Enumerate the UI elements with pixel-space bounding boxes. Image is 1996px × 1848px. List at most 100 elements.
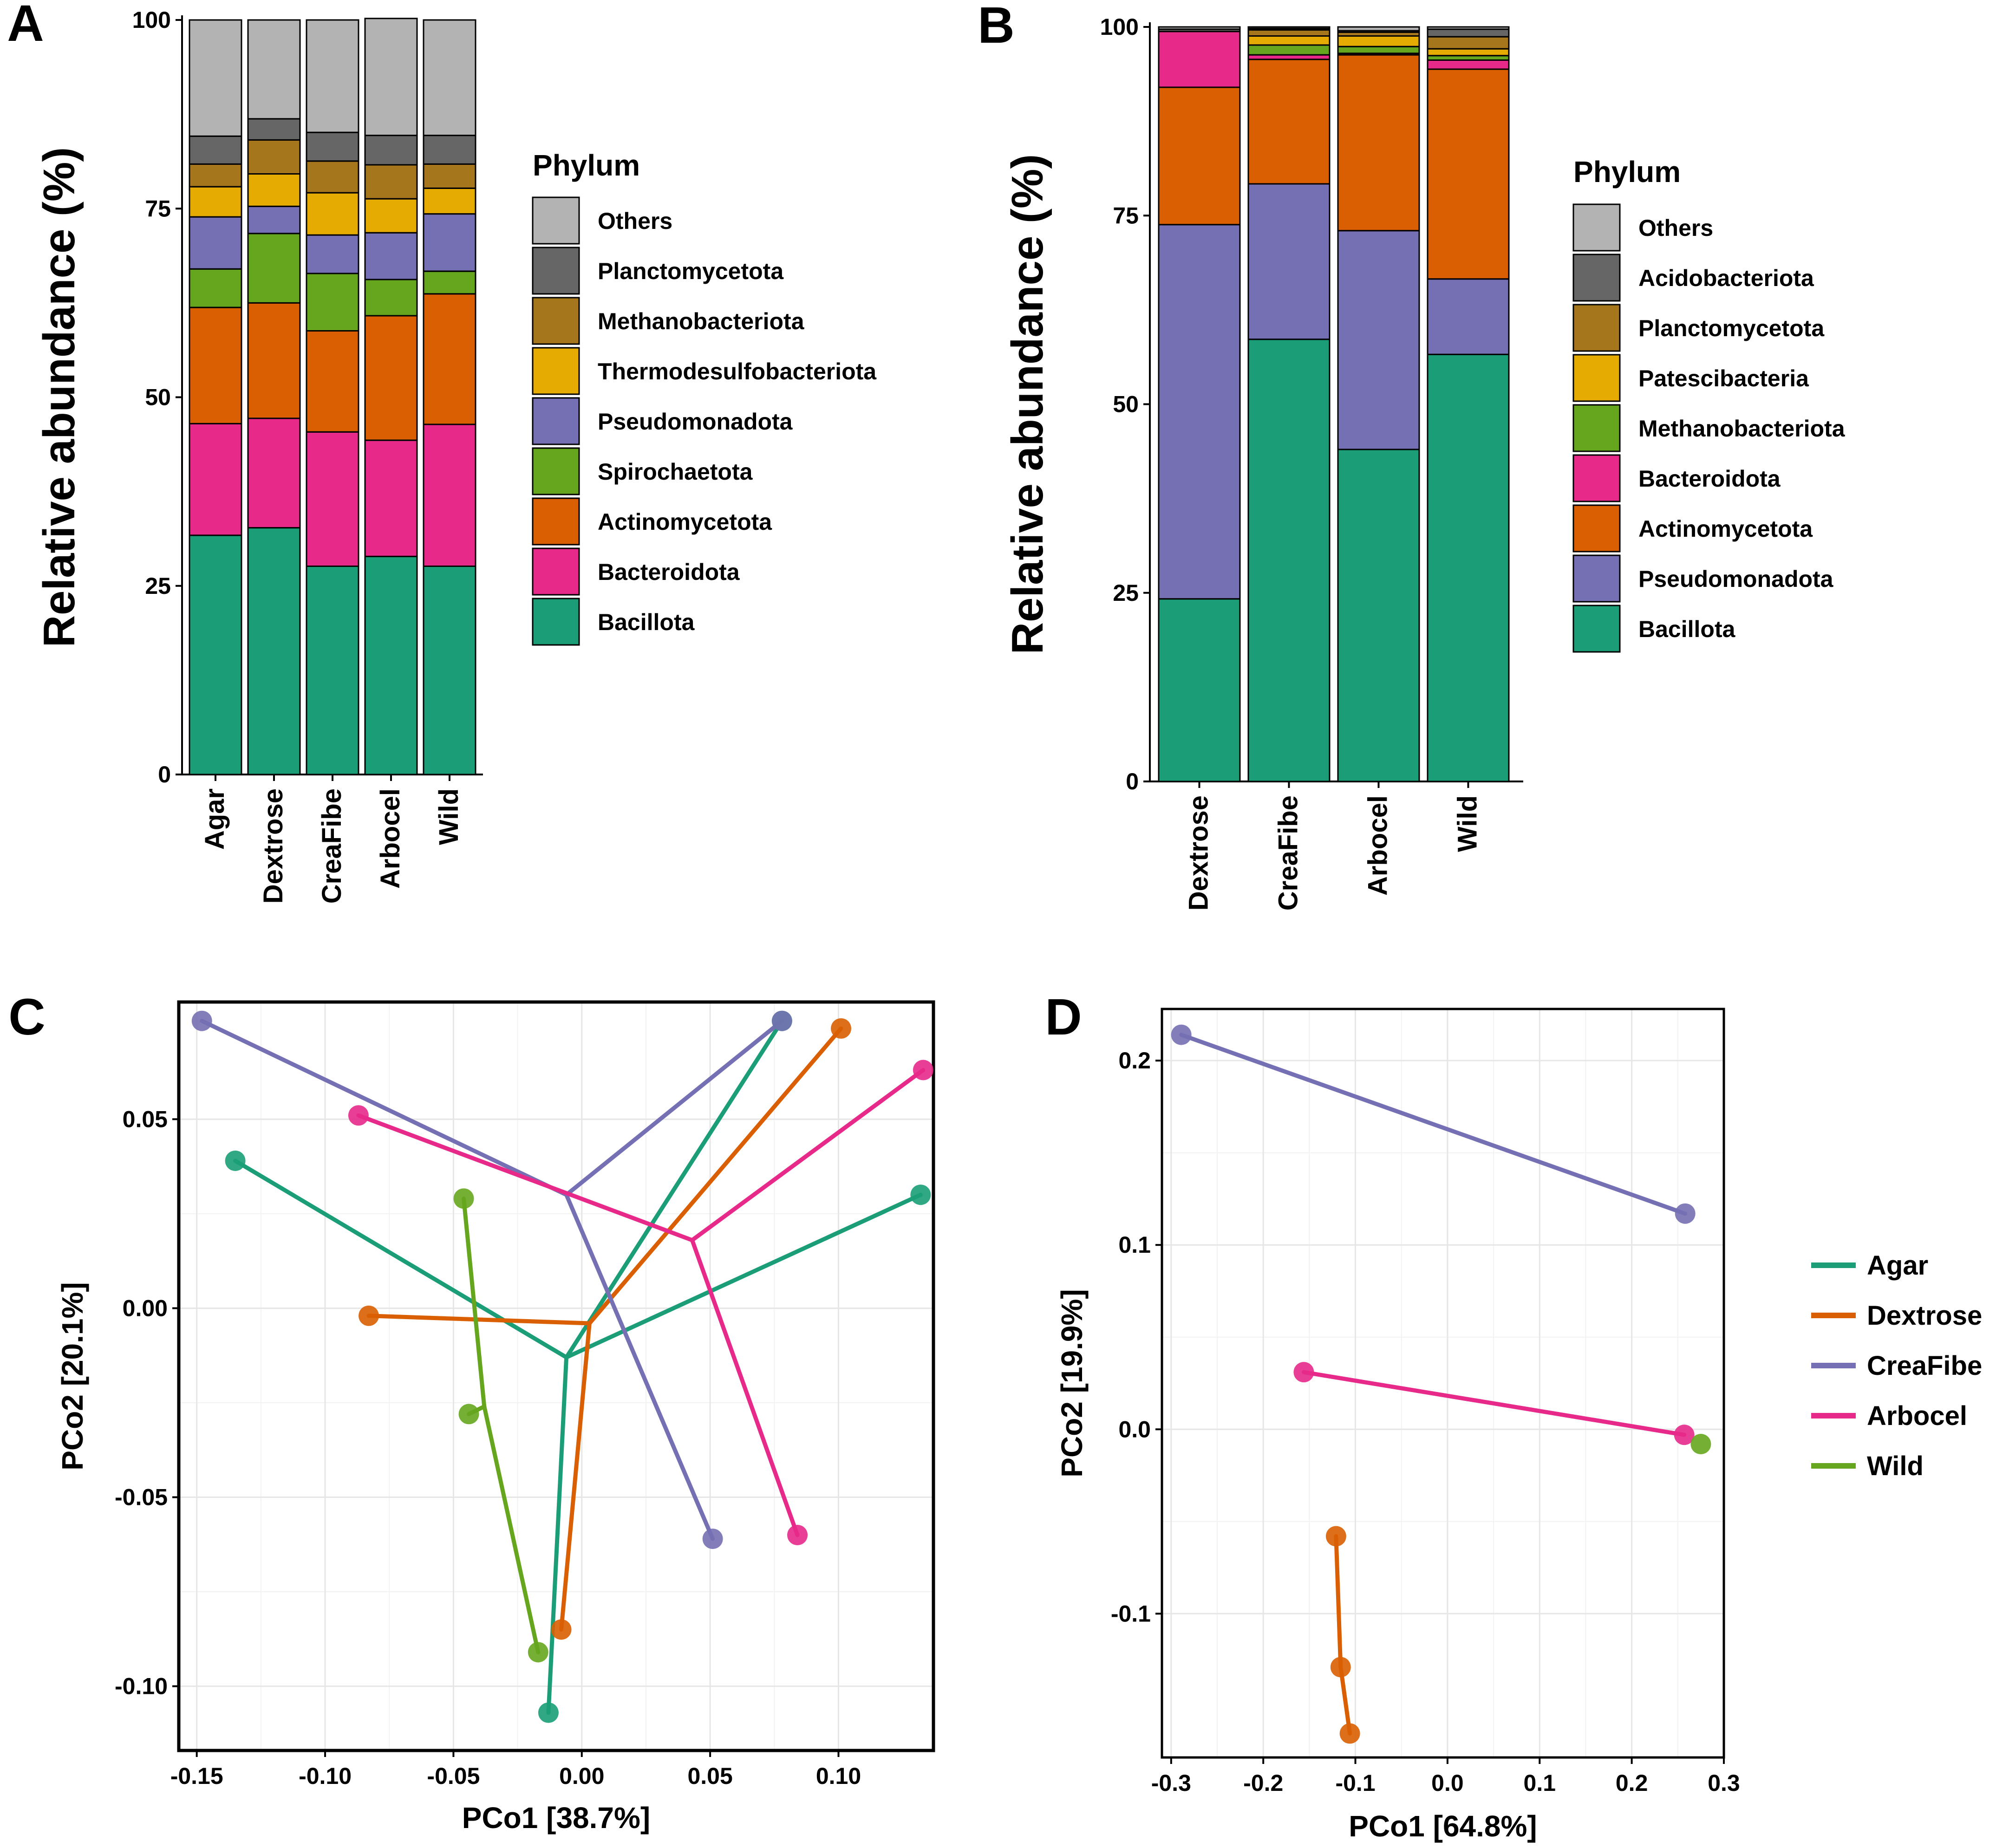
panel-label-d: D (1045, 989, 1082, 1046)
bar-segment-methanobacteriota-agar (189, 163, 242, 188)
point-agar (910, 1184, 931, 1205)
bar-segment-actinomycetota-dextrose (247, 302, 301, 419)
bar-segment-bacteroidota-dextrose (247, 417, 301, 529)
bar-segment-pseudomonadota-dextrose (247, 205, 301, 234)
bar-segment-patescibacteria-arbocel (1337, 35, 1420, 47)
legend-key-thermodesulfobacteriota (532, 347, 580, 395)
bar-segment-planctomycetota-arbocel (364, 135, 418, 166)
point-dextrose (1325, 1526, 1346, 1547)
bar-segment-methanobacteriota-arbocel (364, 164, 418, 200)
x-tick-label: 0.0 (1431, 1770, 1464, 1796)
point-arbocel (787, 1524, 808, 1545)
bar-segment-bacteroidota-arbocel (364, 439, 418, 557)
legend-label-wild: Wild (1867, 1451, 1924, 1481)
point-dextrose (1330, 1657, 1351, 1678)
panel-d: D -0.3 -0.2 -0.1 0.0 0.1 0.2 0.3 -0.1 0.0 0.1 0.2 PC… (1045, 989, 1982, 1843)
y-tick-label: -0.05 (115, 1484, 168, 1510)
x-tick-label-dextrose: Dextrose (258, 788, 288, 904)
bar-segment-planctomycetota-wild (423, 135, 476, 165)
legend-key-others (1572, 203, 1621, 252)
connector-line-arbocel (1301, 1370, 1687, 1437)
plot-frame (177, 1000, 935, 1752)
bar-segment-others-creafibe (1247, 26, 1331, 29)
y-tick-label: 0.00 (123, 1295, 168, 1321)
x-tick-label-arbocel: Arbocel (375, 788, 405, 889)
y-axis-title: PCo2 [20.1%] (56, 1282, 89, 1470)
bar-segment-bacteroidota-dextrose (1158, 31, 1241, 88)
bar-segment-planctomycetota-agar (189, 135, 242, 165)
point-wild (453, 1188, 474, 1209)
y-tick-label: 100 (132, 7, 171, 33)
point-dextrose (551, 1619, 572, 1640)
legend-label-creafibe: CreaFibe (1867, 1351, 1982, 1381)
spider-line-creafibe (564, 1019, 784, 1197)
bar-segment-pseudomonadota-arbocel (364, 232, 418, 280)
x-tick-label-arbocel: Arbocel (1363, 795, 1393, 896)
legend-key-planctomycetota (1572, 304, 1621, 352)
legend-key-methanobacteriota (532, 297, 580, 345)
bar-segment-spirochaetota-creafibe (306, 273, 359, 332)
x-tick-label-creafibe: CreaFibe (317, 788, 347, 904)
spider-line-agar (233, 1158, 569, 1360)
spider-line-wild (482, 1404, 541, 1654)
panel-b: B 0 25 50 75 100 Relative abundance (%) Dextros… (978, 0, 1845, 911)
bar-segment-pseudomonadota-dextrose (1158, 224, 1241, 600)
spider-line-creafibe (200, 1019, 569, 1197)
bar-segment-thermodesulfobacteriota-wild (423, 187, 476, 215)
legend-label-acidobacteriota: Acidobacteriota (1638, 265, 1814, 291)
bar-segment-planctomycetota-dextrose (247, 118, 301, 141)
bar-segment-planctomycetota-wild (1427, 36, 1510, 50)
legend-key-bacteroidota (532, 547, 580, 596)
spider-line-creafibe (564, 1192, 715, 1541)
legend-label-patescibacteria: Patescibacteria (1638, 365, 1809, 391)
bar-segment-acidobacteriota-wild (1427, 28, 1510, 38)
x-tick-label-creafibe: CreaFibe (1273, 795, 1304, 911)
y-tick-label: 0 (158, 761, 171, 787)
bar-segment-pseudomonadota-agar (189, 216, 242, 270)
bar-segment-methanobacteriota-creafibe (1247, 44, 1331, 56)
bar-segment-thermodesulfobacteriota-creafibe (306, 192, 359, 236)
bar-segment-bacillota-dextrose (247, 527, 301, 775)
y-axis-title: Relative abundance (%) (34, 147, 84, 648)
legend-label-dextrose: Dextrose (1867, 1301, 1982, 1331)
legend-key-acidobacteriota (1572, 254, 1621, 302)
connector-line-creafibe (1179, 1033, 1688, 1216)
bar-segment-pseudomonadota-wild (1427, 278, 1510, 355)
point-wild (458, 1404, 479, 1425)
spider-line-arbocel (356, 1113, 694, 1243)
bar-segment-actinomycetota-wild (1427, 68, 1510, 280)
legend-key-patescibacteria (1572, 354, 1621, 402)
bar-segment-methanobacteriota-wild (423, 163, 476, 189)
bar-segment-bacillota-wild (1427, 353, 1510, 782)
bar-segment-methanobacteriota-arbocel (1337, 46, 1420, 54)
point-arbocel (1293, 1362, 1314, 1383)
legend-key-bacillota (1572, 605, 1621, 653)
bar-segment-bacteroidota-creafibe (306, 431, 359, 567)
bar-segment-bacteroidota-agar (189, 423, 242, 536)
bar-segment-thermodesulfobacteriota-agar (189, 186, 242, 218)
legend-label-methanobacteriota: Methanobacteriota (598, 308, 805, 334)
bar-segment-bacillota-wild (423, 566, 476, 775)
x-axis-title: PCo1 [38.7%] (462, 1801, 650, 1835)
legend-key-pseudomonadota (1572, 554, 1621, 603)
bar-segment-actinomycetota-wild (423, 293, 476, 425)
x-tick-label: 0.3 (1708, 1770, 1740, 1796)
legend-title: Phylum (533, 149, 640, 182)
legend-label-pseudomonadota: Pseudomonadota (598, 409, 793, 435)
legend-label-thermodesulfobacteriota: Thermodesulfobacteriota (598, 358, 877, 384)
legend-label-bacillota: Bacillota (1638, 616, 1736, 642)
legend-key-actinomycetota (532, 497, 580, 546)
y-tick-label: -0.1 (1111, 1601, 1151, 1627)
bar-segment-actinomycetota-agar (189, 306, 242, 424)
legend-label-planctomycetota: Planctomycetota (598, 258, 784, 284)
bar-segment-pseudomonadota-arbocel (1337, 230, 1420, 450)
legend-label-planctomycetota: Planctomycetota (1638, 315, 1825, 341)
legend-key-methanobacteriota (1572, 404, 1621, 452)
legend-label-methanobacteriota: Methanobacteriota (1638, 416, 1846, 442)
y-tick-label: 0.0 (1118, 1416, 1151, 1442)
y-tick-label: 75 (145, 195, 171, 221)
bar-segment-pseudomonadota-creafibe (1247, 183, 1331, 340)
bar-segment-patescibacteria-creafibe (1247, 35, 1331, 46)
bar-segment-bacillota-arbocel (1337, 449, 1420, 782)
